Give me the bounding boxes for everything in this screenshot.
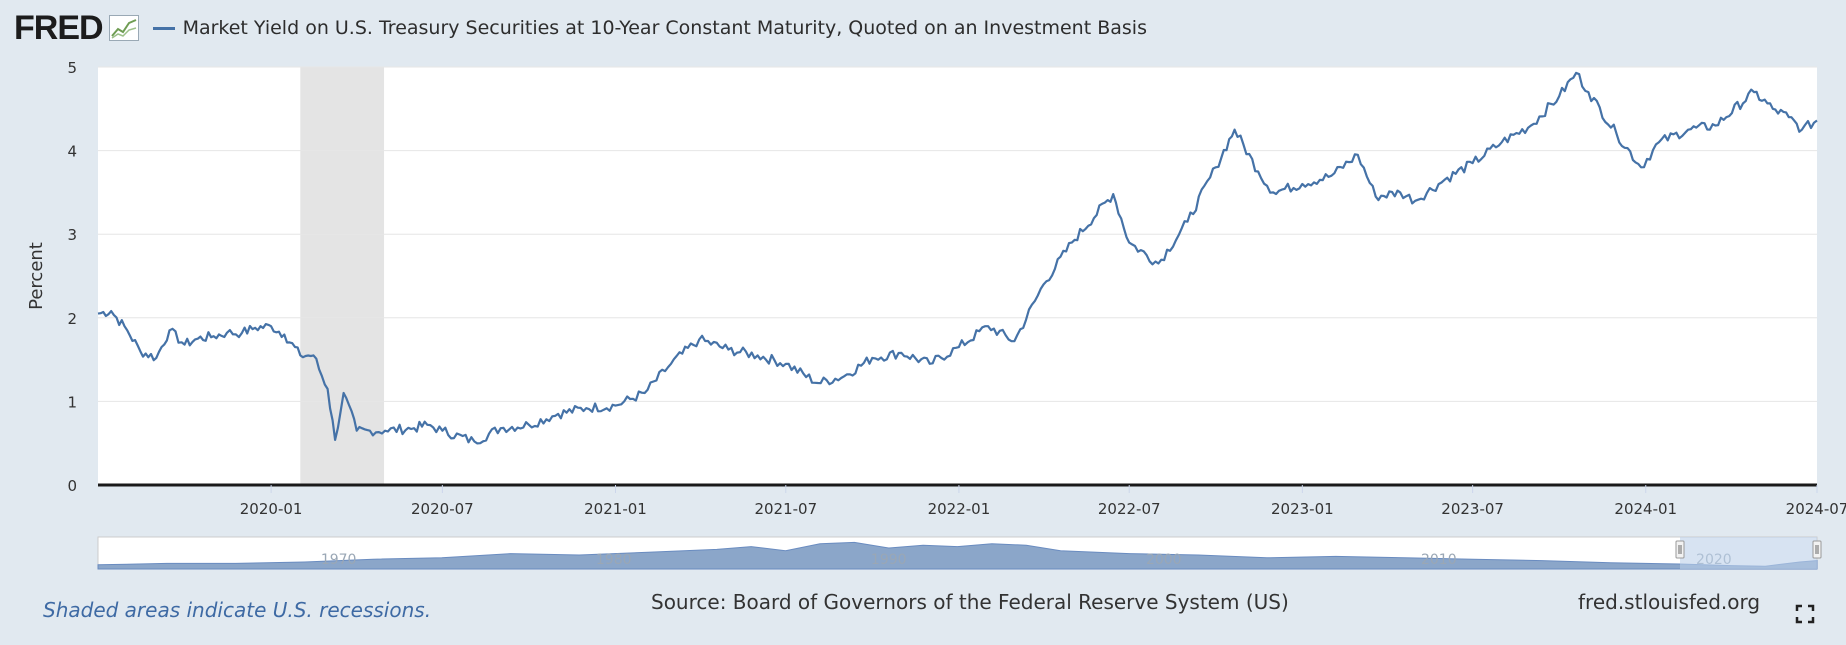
navigator-selection <box>1680 537 1817 569</box>
x-tick-label: 2023-01 <box>1271 500 1334 518</box>
navigator-left-handle[interactable] <box>1675 540 1685 559</box>
x-tick-label: 2021-01 <box>584 500 647 518</box>
y-tick-label: 1 <box>67 393 77 411</box>
y-tick-label: 4 <box>67 143 77 161</box>
recession-note: Shaded areas indicate U.S. recessions. <box>43 598 432 622</box>
y-axis-label: Percent <box>26 242 47 310</box>
fred-logo[interactable]: FRED <box>14 9 104 47</box>
y-tick-label: 5 <box>67 59 77 77</box>
navigator-tick-label: 1980 <box>596 552 632 568</box>
navigator-right-handle[interactable] <box>1812 540 1822 559</box>
x-tick-label: 2021-07 <box>754 500 817 518</box>
chart-title: Market Yield on U.S. Treasury Securities… <box>182 17 1147 39</box>
navigator-tick-label: 2010 <box>1421 552 1457 568</box>
legend-series-swatch <box>152 26 175 30</box>
x-tick-label: 2022-01 <box>928 500 991 518</box>
fullscreen-icon[interactable] <box>1795 604 1815 624</box>
x-tick-label: 2022-07 <box>1098 500 1161 518</box>
navigator-tick-label: 1990 <box>871 552 907 568</box>
navigator-tick-label: 1970 <box>321 552 357 568</box>
x-tick-label: 2023-07 <box>1441 500 1504 518</box>
plot-area <box>98 67 1817 485</box>
y-tick-label: 0 <box>67 477 77 495</box>
x-tick-label: 2024-01 <box>1614 500 1677 518</box>
chart-header: FRED Market Yield on U.S. Treasury Secur… <box>14 8 1147 48</box>
chart-trend-icon <box>108 15 139 41</box>
y-tick-label: 3 <box>67 226 77 244</box>
recession-band <box>300 67 385 485</box>
data-source: Source: Board of Governors of the Federa… <box>651 590 1289 614</box>
x-tick-label: 2020-07 <box>411 500 474 518</box>
x-tick-label: 2020-01 <box>240 500 303 518</box>
x-tick-label: 2024-07 <box>1786 500 1846 518</box>
navigator-tick-label: 2000 <box>1146 552 1182 568</box>
y-tick-label: 2 <box>67 310 77 328</box>
series-line <box>97 71 1818 445</box>
fred-url-link[interactable]: fred.stlouisfed.org <box>1578 590 1761 614</box>
